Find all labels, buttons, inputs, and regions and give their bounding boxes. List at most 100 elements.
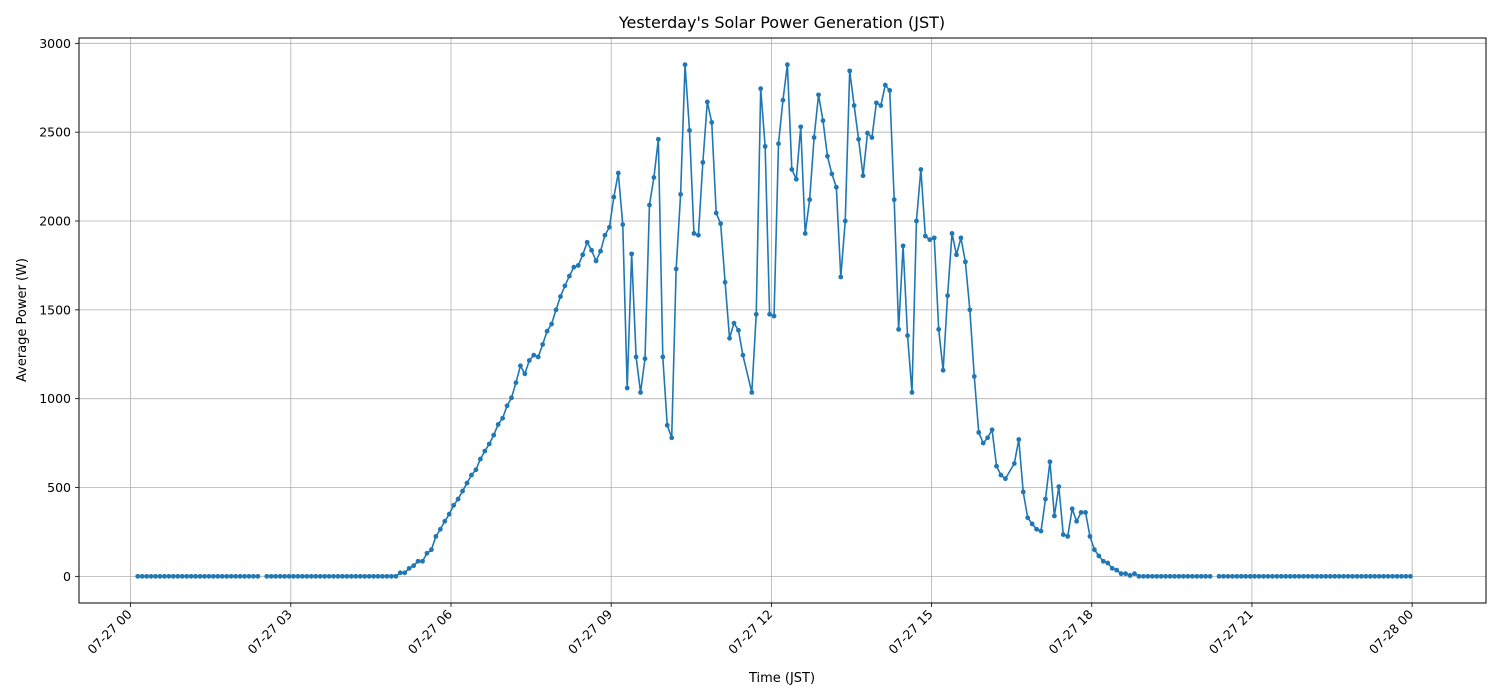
data-point: [878, 103, 884, 108]
data-point: [669, 435, 675, 441]
data-point: [838, 274, 844, 280]
data-point: [749, 390, 755, 395]
data-point: [816, 92, 821, 98]
data-point: [179, 573, 185, 579]
data-point: [522, 371, 528, 377]
data-point: [153, 573, 158, 579]
data-point: [1038, 528, 1044, 534]
data-point: [144, 573, 150, 579]
data-point: [575, 263, 581, 268]
data-point: [914, 218, 919, 224]
x-tick-label: 07-27 00: [84, 606, 134, 656]
data-point: [1318, 573, 1324, 579]
data-point: [553, 307, 559, 313]
data-point: [727, 335, 732, 341]
data-point: [758, 86, 764, 92]
data-point: [1020, 489, 1026, 495]
data-point: [526, 358, 532, 363]
data-point: [162, 573, 167, 579]
y-tick-label: 3000: [39, 36, 71, 51]
data-point: [1234, 573, 1240, 579]
data-point: [380, 573, 385, 579]
data-point: [415, 558, 421, 564]
data-point: [1100, 558, 1106, 564]
data-point: [228, 573, 234, 579]
y-axis-title: Average Power (W): [15, 258, 30, 382]
data-point: [317, 573, 323, 579]
series-line-segment: [266, 63, 1211, 578]
data-point: [989, 427, 995, 433]
data-point: [437, 526, 443, 532]
data-point: [1350, 573, 1355, 579]
data-point: [842, 218, 848, 224]
data-point: [1283, 573, 1289, 579]
data-point: [566, 273, 572, 279]
data-point: [202, 573, 207, 579]
data-point: [242, 573, 247, 579]
data-point: [1310, 573, 1315, 579]
data-point: [833, 184, 839, 190]
data-point: [1261, 573, 1266, 579]
data-point: [825, 153, 830, 159]
data-point: [206, 573, 212, 579]
data-point: [713, 210, 719, 216]
data-point: [962, 259, 968, 265]
data-point: [891, 197, 897, 203]
y-tick-label: 2500: [39, 125, 71, 140]
x-axis-title: Time (JST): [748, 671, 815, 686]
data-point: [1363, 573, 1369, 579]
data-point: [473, 467, 479, 473]
data-point: [1287, 573, 1293, 579]
data-point: [1140, 573, 1146, 579]
data-point: [927, 237, 933, 243]
data-point: [1065, 533, 1071, 539]
y-tick-label: 1000: [39, 391, 71, 406]
data-point: [420, 558, 425, 564]
data-point: [900, 243, 906, 249]
data-point: [322, 573, 328, 579]
data-point: [740, 352, 746, 358]
data-point: [673, 266, 679, 272]
data-point: [1149, 573, 1155, 579]
data-point: [687, 127, 692, 133]
data-point: [1154, 573, 1160, 579]
data-point: [1176, 573, 1182, 579]
data-point: [170, 573, 176, 579]
data-point: [433, 533, 439, 539]
data-point: [1292, 573, 1298, 579]
data-point: [135, 573, 141, 579]
data-points: [135, 62, 1413, 579]
data-point: [611, 194, 617, 200]
data-point: [731, 320, 737, 326]
data-point: [802, 231, 808, 236]
data-point: [518, 363, 523, 369]
data-point: [580, 252, 586, 258]
data-point: [909, 390, 915, 395]
data-point: [486, 441, 492, 447]
data-point: [647, 202, 652, 208]
data-point: [940, 367, 946, 373]
data-point: [1060, 532, 1066, 537]
x-axis-ticks: 07-27 00 07-27 03 07-27 06 07-27 09 07-27 12…: [84, 603, 1416, 657]
data-point: [949, 231, 955, 236]
y-axis-ticks: 0 500 1000 1500 2000 2500 3000: [39, 36, 79, 584]
data-point: [237, 573, 243, 579]
data-point: [1314, 573, 1320, 579]
data-point: [1158, 573, 1164, 579]
data-point: [1003, 476, 1008, 482]
data-point: [829, 171, 835, 177]
data-point: [371, 573, 376, 579]
grid-lines: [79, 38, 1486, 603]
data-point: [820, 118, 826, 124]
data-point: [660, 354, 666, 360]
data-point: [451, 502, 457, 508]
data-point: [718, 221, 724, 227]
data-point: [1305, 573, 1311, 579]
data-point: [397, 570, 403, 576]
data-point: [967, 307, 973, 313]
x-tick-label: 07-28 00: [1366, 606, 1416, 656]
data-point: [460, 488, 465, 494]
data-point: [682, 62, 688, 68]
data-point: [1011, 461, 1017, 466]
